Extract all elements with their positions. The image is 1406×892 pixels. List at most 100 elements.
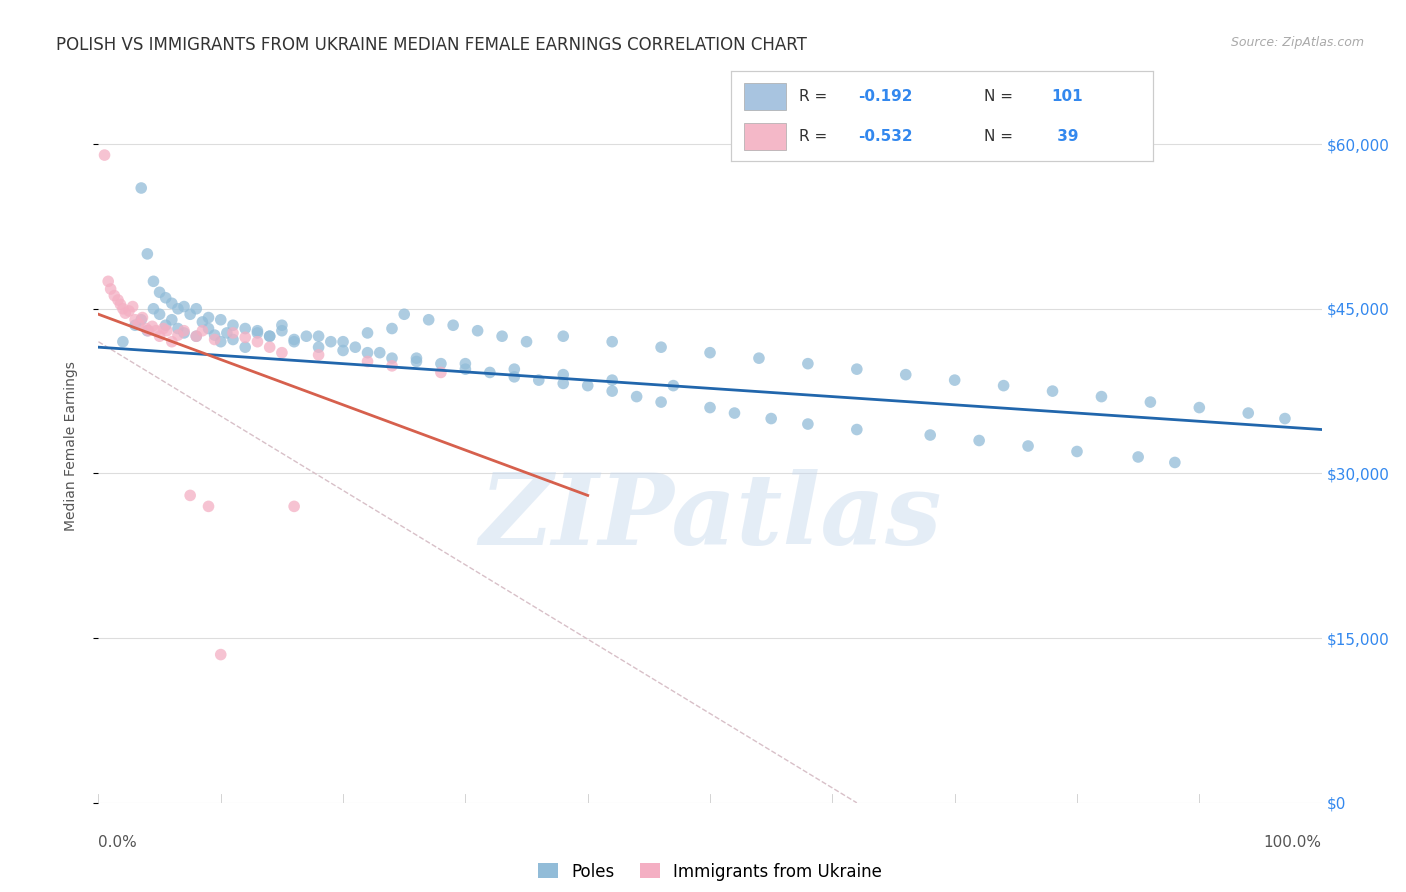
Text: 100.0%: 100.0%	[1264, 836, 1322, 850]
Text: R =: R =	[799, 89, 832, 103]
Point	[167, 328, 190, 343]
Point	[149, 307, 172, 321]
Point	[209, 334, 232, 349]
Point	[699, 401, 721, 415]
Point	[1188, 401, 1211, 415]
Point	[173, 300, 195, 314]
Point	[160, 312, 183, 326]
Point	[204, 328, 226, 343]
Point	[167, 301, 190, 316]
Point	[748, 351, 770, 366]
Point	[527, 373, 550, 387]
Point	[920, 428, 942, 442]
Point	[1139, 395, 1161, 409]
Point	[270, 324, 294, 338]
Point	[233, 321, 256, 335]
Point	[233, 340, 256, 354]
Point	[283, 334, 305, 349]
Text: 0.0%: 0.0%	[98, 836, 138, 850]
Point	[1090, 390, 1112, 404]
Point	[1237, 406, 1260, 420]
Point	[103, 288, 125, 302]
Point	[381, 359, 404, 373]
Point	[283, 500, 305, 514]
Point	[128, 317, 150, 331]
Point	[295, 329, 318, 343]
Point	[97, 274, 120, 288]
Point	[478, 366, 501, 380]
Point	[553, 376, 575, 391]
Point	[381, 351, 404, 366]
Point	[381, 321, 404, 335]
Point	[454, 362, 477, 376]
Point	[392, 307, 416, 321]
Point	[142, 274, 165, 288]
Point	[129, 312, 152, 326]
Point	[155, 291, 177, 305]
Point	[283, 333, 305, 347]
Point	[467, 324, 489, 338]
Point	[107, 293, 129, 307]
Point	[308, 340, 330, 354]
Point	[491, 329, 513, 343]
FancyBboxPatch shape	[744, 83, 786, 110]
Point	[141, 319, 163, 334]
Y-axis label: Median Female Earnings: Median Female Earnings	[63, 361, 77, 531]
Text: ZIPatlas: ZIPatlas	[479, 469, 941, 566]
Point	[368, 345, 391, 359]
Point	[894, 368, 917, 382]
Legend: Poles, Immigrants from Ukraine: Poles, Immigrants from Ukraine	[531, 856, 889, 888]
Point	[993, 378, 1015, 392]
Text: 39: 39	[1052, 129, 1078, 144]
Point	[308, 329, 330, 343]
FancyBboxPatch shape	[744, 123, 786, 150]
Point	[356, 354, 378, 368]
Point	[204, 333, 226, 347]
Point	[246, 334, 269, 349]
Point	[270, 318, 294, 333]
Text: POLISH VS IMMIGRANTS FROM UKRAINE MEDIAN FEMALE EARNINGS CORRELATION CHART: POLISH VS IMMIGRANTS FROM UKRAINE MEDIAN…	[56, 36, 807, 54]
Point	[319, 334, 342, 349]
Point	[1274, 411, 1296, 425]
Point	[441, 318, 464, 333]
Point	[600, 373, 623, 387]
Point	[222, 333, 245, 347]
Text: -0.192: -0.192	[858, 89, 912, 103]
Point	[1042, 384, 1064, 398]
Point	[160, 334, 183, 349]
Point	[186, 329, 208, 343]
Point	[197, 500, 219, 514]
Point	[723, 406, 745, 420]
Point	[145, 324, 167, 338]
Point	[662, 378, 685, 392]
Point	[356, 345, 378, 359]
Point	[418, 312, 440, 326]
Point	[405, 351, 427, 366]
Point	[246, 326, 269, 340]
Point	[797, 417, 820, 431]
Point	[600, 334, 623, 349]
Point	[246, 324, 269, 338]
Point	[233, 330, 256, 344]
Point	[967, 434, 990, 448]
Point	[209, 312, 232, 326]
Point	[118, 304, 141, 318]
Text: Source: ZipAtlas.com: Source: ZipAtlas.com	[1230, 36, 1364, 49]
Point	[553, 368, 575, 382]
Point	[650, 395, 672, 409]
Point	[503, 369, 526, 384]
Point	[515, 334, 537, 349]
Point	[173, 326, 195, 340]
Point	[356, 326, 378, 340]
Point	[430, 366, 453, 380]
Point	[270, 345, 294, 359]
Point	[191, 315, 214, 329]
Text: R =: R =	[799, 129, 832, 144]
Point	[142, 301, 165, 316]
Point	[173, 324, 195, 338]
Point	[259, 340, 281, 354]
Point	[136, 324, 159, 338]
Point	[503, 362, 526, 376]
Point	[797, 357, 820, 371]
Point	[222, 326, 245, 340]
